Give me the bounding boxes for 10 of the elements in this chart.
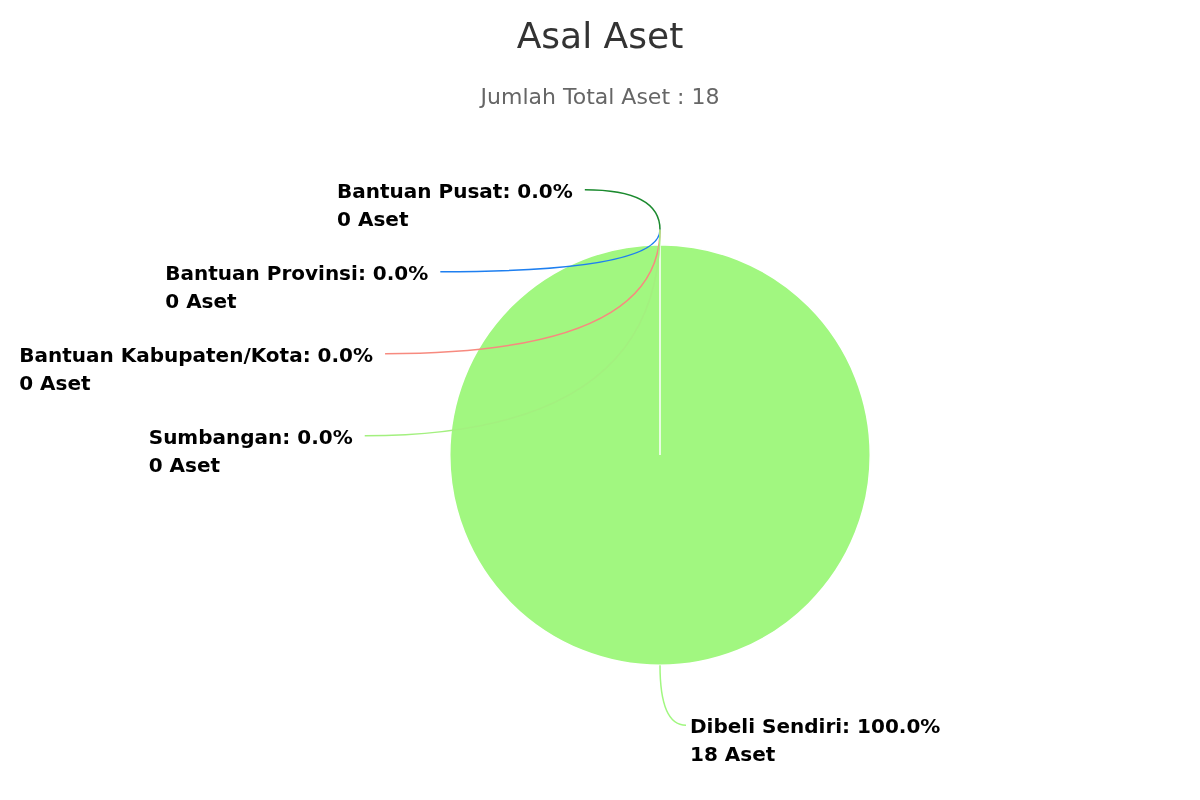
category-label: Bantuan Provinsi: 0.0% — [165, 260, 429, 285]
text: 0 Aset — [148, 452, 221, 477]
chart-subtitle: Jumlah Total Aset : 18 — [478, 84, 720, 109]
category-label: Bantuan Kabupaten/Kota: 0.0% — [19, 342, 374, 367]
slice-label: Dibeli Sendiri: 100.0% 18 Aset — [690, 714, 941, 767]
chart-title: Asal Aset — [516, 15, 684, 56]
text: 0 Aset — [165, 288, 237, 313]
text: 0 Aset — [19, 370, 91, 395]
category-label: Sumbangan: 0.0% — [148, 424, 353, 449]
legend-label: Bantuan Pusat: 0.0% 0 Aset — [337, 178, 573, 231]
